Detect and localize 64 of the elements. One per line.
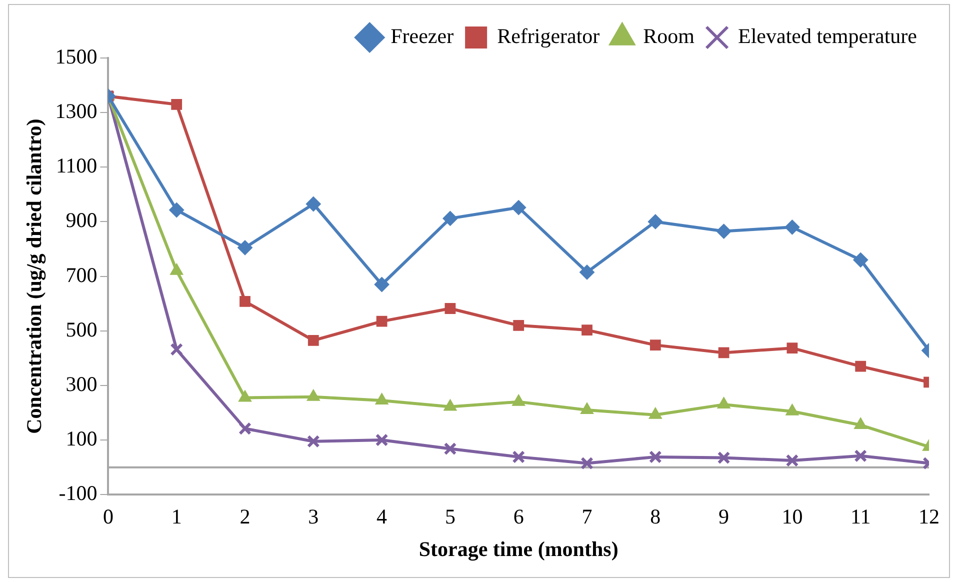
point <box>580 456 594 470</box>
point <box>717 451 730 464</box>
point <box>442 210 458 226</box>
point <box>582 324 592 336</box>
point <box>853 252 868 268</box>
x-tick-label: 9 <box>718 504 730 529</box>
y-axis-title: Concentration (ug/g dried cilantro) <box>22 118 46 434</box>
point <box>786 342 798 354</box>
point <box>648 450 662 464</box>
point <box>240 296 250 307</box>
y-tick-label: 100 <box>66 426 98 451</box>
point <box>786 454 799 467</box>
point <box>512 450 526 464</box>
point <box>580 402 594 414</box>
point <box>238 240 252 256</box>
point <box>308 334 319 346</box>
x-tick-label: 1 <box>171 504 182 529</box>
point <box>650 340 661 351</box>
y-tick-label: 1100 <box>56 154 98 178</box>
point <box>717 397 730 409</box>
x-tick-label: 2 <box>240 504 250 529</box>
x-tick-label: 11 <box>850 504 871 529</box>
point <box>784 220 800 235</box>
point <box>444 442 457 456</box>
x-tick-label: 12 <box>918 504 940 529</box>
point <box>376 316 388 327</box>
legend-label: Elevated temperature <box>738 24 917 48</box>
y-tick-label: -100 <box>58 481 98 506</box>
point <box>716 224 732 239</box>
point <box>170 342 184 356</box>
point <box>306 434 320 448</box>
x-tick-label: 4 <box>376 504 388 529</box>
point <box>375 434 388 446</box>
y-tick-label: 1300 <box>55 99 98 124</box>
point <box>648 214 663 230</box>
point <box>444 303 456 314</box>
y-tick-label: 700 <box>66 262 98 287</box>
legend-label: Freezer <box>390 24 454 48</box>
x-tick-label: 10 <box>782 504 803 529</box>
x-tick-label: 8 <box>650 504 661 529</box>
point <box>580 264 594 280</box>
point <box>855 360 866 372</box>
point <box>238 422 252 436</box>
y-tick-label: 900 <box>66 208 98 232</box>
y-tick-label: 500 <box>66 317 98 342</box>
point <box>854 418 868 430</box>
legend-label: Room <box>643 24 695 48</box>
x-tick-label: 6 <box>513 504 524 529</box>
point <box>306 196 321 212</box>
point <box>374 276 390 292</box>
x-tick-label: 5 <box>444 504 456 529</box>
x-tick-label: 7 <box>582 504 592 529</box>
x-axis-title: Storage time (months) <box>418 536 618 561</box>
x-tick-label: 3 <box>308 504 319 529</box>
point <box>513 320 524 331</box>
point <box>718 347 730 358</box>
y-tick-label: 300 <box>66 372 98 396</box>
point <box>171 98 182 110</box>
legend-label: Refrigerator <box>497 24 600 48</box>
point <box>511 200 526 216</box>
x-tick-label: 0 <box>102 504 114 529</box>
point <box>169 202 184 218</box>
y-tick-label: 1500 <box>55 44 98 69</box>
point <box>854 449 868 462</box>
